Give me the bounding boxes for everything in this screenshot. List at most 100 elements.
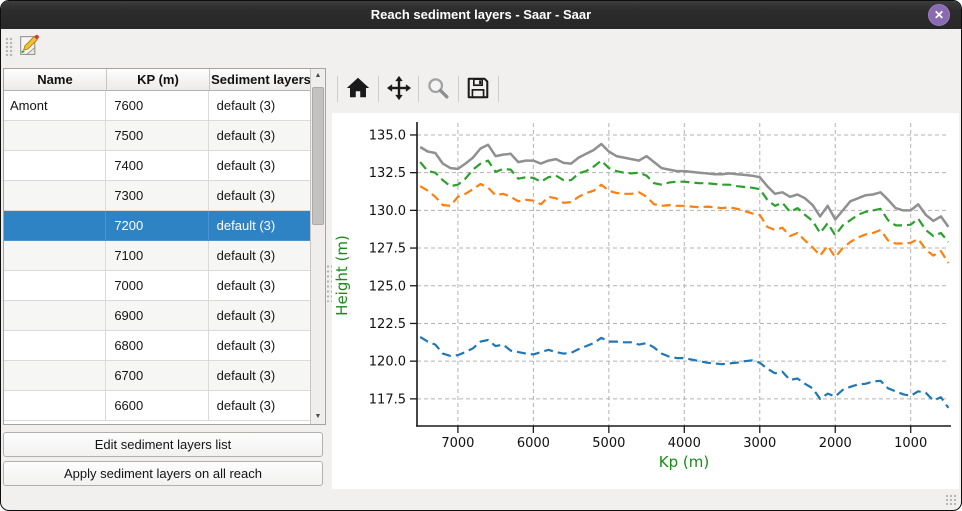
table-cell[interactable] <box>4 301 107 331</box>
height-profile-chart: 135.0 132.5 130.0 127.5 125.0 122.5 120.0 117.5… <box>333 122 951 471</box>
table-cell[interactable]: default (3) <box>208 121 310 151</box>
sediment-layers-table: Name KP (m) Sediment layers Amont 7600 def… <box>3 68 326 425</box>
toolbar-separator <box>378 76 379 102</box>
magnifier-icon <box>425 78 451 104</box>
table-scrollbar[interactable]: ▲ ▼ <box>310 69 325 424</box>
toolbar-separator <box>337 76 338 102</box>
table-row[interactable]: 6800 default (3) <box>4 331 310 361</box>
table-cell[interactable]: default (3) <box>208 151 310 181</box>
pan-arrows-icon <box>386 75 412 104</box>
home-icon <box>345 77 371 104</box>
edit-sediment-layers-button[interactable]: Edit sediment layers list <box>3 432 323 457</box>
document-pencil-icon <box>16 34 41 61</box>
table-cell[interactable] <box>4 331 107 361</box>
table-cell[interactable]: default (3) <box>208 241 310 271</box>
table-cell[interactable]: 6700 <box>106 361 209 391</box>
table-cell[interactable]: Amont <box>4 91 107 121</box>
plot-pan-button[interactable] <box>384 74 414 104</box>
table-cell[interactable]: default (3) <box>208 361 310 391</box>
table-cell[interactable]: 7200 <box>106 211 209 241</box>
plot-zoom-button[interactable] <box>423 74 453 104</box>
toolbar-separator <box>498 76 499 102</box>
series-bottom-blue <box>419 336 950 409</box>
table-cell[interactable]: 6900 <box>106 301 209 331</box>
x-tick-label: 6000 <box>517 436 550 451</box>
scroll-up-icon[interactable]: ▲ <box>311 69 325 83</box>
x-axis-label: Kp (m) <box>659 453 709 471</box>
table-row[interactable]: 7500 default (3) <box>4 121 310 151</box>
table-row[interactable]: 7000 default (3) <box>4 271 310 301</box>
table-cell[interactable] <box>4 121 107 151</box>
x-tick-label: 1000 <box>894 436 927 451</box>
table-cell[interactable] <box>4 391 107 421</box>
y-tick-label: 132.5 <box>369 166 406 181</box>
table-cell[interactable] <box>4 151 107 181</box>
x-tick-label: 5000 <box>592 436 625 451</box>
table-row[interactable]: 6600 default (3) <box>4 391 310 421</box>
x-tick-label: 2000 <box>819 436 852 451</box>
table-cell[interactable]: 7000 <box>106 271 209 301</box>
table-cell[interactable]: default (3) <box>208 211 310 241</box>
table-cell[interactable]: 7500 <box>106 121 209 151</box>
floppy-save-icon <box>465 77 491 104</box>
table-cell[interactable] <box>4 361 107 391</box>
table-cell[interactable]: 6600 <box>106 391 209 421</box>
table-row[interactable]: Amont 7600 default (3) <box>4 91 310 121</box>
table-row[interactable]: 7400 default (3) <box>4 151 310 181</box>
close-button[interactable]: ✕ <box>928 4 950 26</box>
table-cell[interactable]: default (3) <box>208 331 310 361</box>
titlebar: Reach sediment layers - Saar - Saar ✕ <box>1 1 961 29</box>
table-cell[interactable] <box>4 241 107 271</box>
y-tick-label: 120.0 <box>369 355 406 370</box>
scrollbar-thumb[interactable] <box>312 87 324 225</box>
table-cell[interactable]: default (3) <box>208 271 310 301</box>
x-tick-label: 7000 <box>441 436 474 451</box>
table-cell[interactable]: 7400 <box>106 151 209 181</box>
column-header-sediment-layers[interactable]: Sediment layers <box>210 69 312 91</box>
toolbar-drag-handle[interactable] <box>5 37 14 57</box>
table-cell[interactable]: 7300 <box>106 181 209 211</box>
table-cell[interactable]: default (3) <box>208 391 310 421</box>
toolbar-separator <box>458 76 459 102</box>
table-cell[interactable]: 6800 <box>106 331 209 361</box>
table-header: Name KP (m) Sediment layers <box>4 69 325 91</box>
y-axis-label: Height (m) <box>333 235 351 316</box>
series-layer-orange <box>419 182 950 264</box>
window-resize-grip[interactable] <box>945 494 958 507</box>
table-cell[interactable]: default (3) <box>208 181 310 211</box>
table-cell[interactable]: 7600 <box>106 91 209 121</box>
apply-sediment-layers-button[interactable]: Apply sediment layers on all reach <box>3 461 323 486</box>
table-row[interactable]: 7100 default (3) <box>4 241 310 271</box>
plot-canvas[interactable]: 135.0 132.5 130.0 127.5 125.0 122.5 120.0 117.5… <box>332 113 959 489</box>
panel-splitter-handle[interactable] <box>326 264 333 302</box>
scroll-down-icon[interactable]: ▼ <box>311 410 325 424</box>
series-layer-green <box>419 159 950 243</box>
column-header-name[interactable]: Name <box>4 69 107 91</box>
table-cell[interactable] <box>4 211 107 241</box>
table-cell[interactable] <box>4 271 107 301</box>
table-row[interactable]: 6900 default (3) <box>4 301 310 331</box>
app-toolbar <box>1 29 961 63</box>
plot-save-button[interactable] <box>463 74 493 104</box>
edit-sediment-icon-button[interactable] <box>14 32 42 60</box>
table-row[interactable]: 7200 default (3) <box>4 211 310 241</box>
column-header-kp[interactable]: KP (m) <box>107 69 210 91</box>
table-row[interactable]: 7300 default (3) <box>4 181 310 211</box>
table-cell[interactable]: default (3) <box>208 91 310 121</box>
y-tick-label: 117.5 <box>369 392 406 407</box>
plot-home-button[interactable] <box>343 74 373 104</box>
y-tick-label: 125.0 <box>369 279 406 294</box>
table-cell[interactable]: 7100 <box>106 241 209 271</box>
window-title: Reach sediment layers - Saar - Saar <box>370 7 592 22</box>
toolbar-separator <box>418 76 419 102</box>
table-row[interactable]: 6700 default (3) <box>4 361 310 391</box>
y-tick-label: 122.5 <box>369 317 406 332</box>
y-tick-label: 130.0 <box>369 204 406 219</box>
x-tick-label: 4000 <box>668 436 701 451</box>
table-body: Amont 7600 default (3) 7500 default (3) 7400 d… <box>4 91 310 424</box>
y-tick-label: 127.5 <box>369 242 406 257</box>
series-top-surface-gray <box>419 142 950 228</box>
table-cell[interactable] <box>4 181 107 211</box>
table-cell[interactable]: default (3) <box>208 301 310 331</box>
